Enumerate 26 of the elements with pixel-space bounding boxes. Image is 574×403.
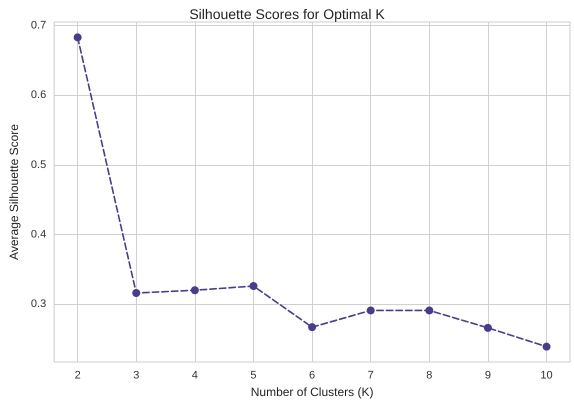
x-tick-label: 8: [426, 370, 432, 382]
point: [190, 286, 199, 294]
chart-title: Silhouette Scores for Optimal K: [189, 6, 386, 22]
point: [366, 306, 375, 314]
point: [308, 323, 316, 332]
point: [542, 342, 551, 351]
y-tick-label: 0.3: [30, 298, 46, 310]
y-tick-label: 0.4: [30, 228, 46, 240]
point: [249, 282, 258, 290]
x-tick-label: 2: [74, 370, 81, 382]
point: [74, 33, 82, 42]
x-tick-label: 10: [540, 370, 553, 382]
x-tick-label: 7: [368, 370, 374, 382]
x-tick-label: 5: [250, 370, 257, 382]
x-tick-label: 3: [133, 370, 140, 382]
x-tick-label: 9: [484, 370, 491, 382]
x-axis-title: Number of Clusters (K): [250, 385, 374, 399]
y-tick-label: 0.5: [30, 158, 46, 171]
x-tick-label: 6: [309, 370, 316, 382]
y-tick-label: 0.7: [30, 19, 46, 32]
y-axis-title: Average Silhouette Score: [7, 124, 21, 260]
y-tick-label: 0.6: [30, 89, 46, 102]
x-tick-label: 4: [192, 370, 198, 382]
point: [484, 324, 492, 332]
point: [425, 306, 434, 314]
point: [132, 289, 140, 298]
